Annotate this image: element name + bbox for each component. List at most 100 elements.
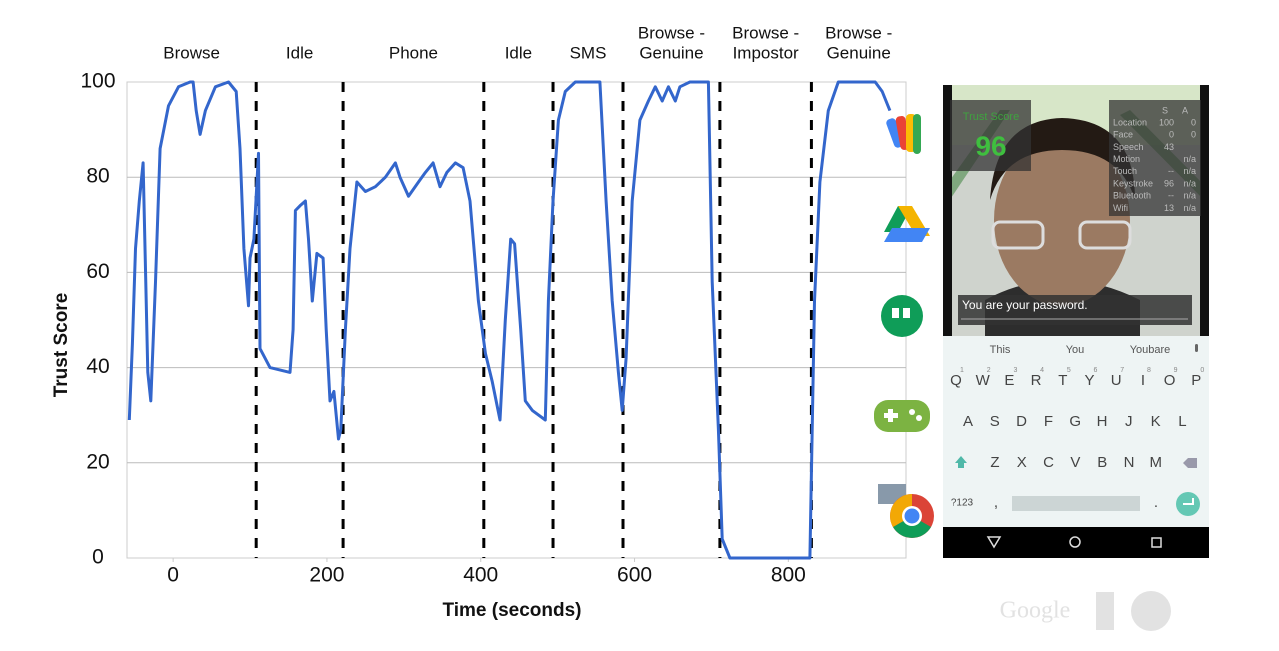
y-tick-label: 80 <box>86 165 109 188</box>
key[interactable]: N <box>1124 454 1135 471</box>
sensor-a: n/a <box>1183 203 1196 213</box>
y-tick-label: 40 <box>86 355 109 378</box>
key[interactable]: B <box>1097 454 1107 471</box>
key[interactable]: G <box>1069 413 1081 430</box>
key[interactable]: M <box>1150 454 1163 471</box>
trust-line <box>127 80 892 560</box>
chart: 0 20 40 60 80 100 0 200 400 600 800 Time (seconds) T… <box>51 23 907 621</box>
key-hint: 7 <box>1120 367 1124 374</box>
sensor-name: Keystroke <box>1113 178 1153 188</box>
keyboard <box>943 336 1209 527</box>
key-hint: 9 <box>1174 367 1178 374</box>
sensor-s: 13 <box>1164 203 1174 213</box>
games-icon <box>874 400 930 432</box>
sensor-a: 0 <box>1191 130 1196 140</box>
logo-o <box>1131 591 1171 631</box>
key[interactable]: R <box>1031 372 1042 389</box>
x-tick-label: 800 <box>771 564 806 587</box>
key[interactable]: P <box>1191 372 1201 389</box>
phase-label: Impostor <box>733 43 799 62</box>
key[interactable]: X <box>1017 454 1027 471</box>
key[interactable]: C <box>1043 454 1054 471</box>
key[interactable]: A <box>963 413 973 430</box>
sensor-overlay <box>1109 100 1201 216</box>
x-tick-label: 0 <box>167 564 179 587</box>
key[interactable]: W <box>976 372 991 389</box>
key[interactable]: K <box>1151 413 1161 430</box>
wallet-icon <box>886 114 921 154</box>
sensor-a: n/a <box>1183 178 1196 188</box>
sensor-a: n/a <box>1183 191 1196 201</box>
key[interactable]: . <box>1154 494 1158 511</box>
key[interactable]: S <box>990 413 1000 430</box>
sensor-s: 96 <box>1164 178 1174 188</box>
key[interactable]: Y <box>1084 372 1094 389</box>
key[interactable]: F <box>1044 413 1053 430</box>
sensor-s: 100 <box>1159 117 1174 127</box>
key[interactable]: Q <box>950 372 962 389</box>
key[interactable]: T <box>1058 372 1067 389</box>
x-tick-label: 600 <box>617 564 652 587</box>
y-tick-label: 20 <box>86 450 109 473</box>
key[interactable]: D <box>1016 413 1027 430</box>
sensor-name: Face <box>1113 130 1133 140</box>
key[interactable]: Z <box>990 454 999 471</box>
phase-label: Genuine <box>639 43 703 62</box>
phase-label: Browse - <box>825 23 892 42</box>
suggestion[interactable]: This <box>990 344 1011 356</box>
logo-text: Google <box>1000 598 1071 624</box>
suggestion[interactable]: Youbare <box>1130 344 1171 356</box>
phase-label: Browse <box>163 43 220 62</box>
key[interactable]: O <box>1164 372 1176 389</box>
sensor-a: 0 <box>1191 117 1196 127</box>
sensor-s: 0 <box>1169 130 1174 140</box>
y-tick-label: 60 <box>86 260 109 283</box>
key[interactable]: ?123 <box>951 498 974 509</box>
key-hint: 6 <box>1094 367 1098 374</box>
logo-i <box>1096 592 1114 630</box>
sensor-name: Location <box>1113 117 1147 127</box>
nav-bar <box>943 527 1209 558</box>
sensor-a: n/a <box>1183 166 1196 176</box>
key[interactable]: E <box>1004 372 1014 389</box>
key-hint: 1 <box>960 367 964 374</box>
input-box <box>958 295 1192 325</box>
y-axis-title: Trust Score <box>51 293 72 398</box>
overlay-header: S <box>1162 105 1168 115</box>
key-hint: 0 <box>1200 367 1204 374</box>
key[interactable]: I <box>1141 372 1145 389</box>
trust-title: Trust Score <box>963 111 1019 123</box>
chrome-icon <box>878 484 934 538</box>
y-tick-label: 100 <box>80 70 115 93</box>
phase-label: Genuine <box>827 43 891 62</box>
key[interactable]: H <box>1097 413 1108 430</box>
sensor-name: Speech <box>1113 142 1144 152</box>
key-hint: 4 <box>1040 367 1044 374</box>
key-hint: 2 <box>987 367 991 374</box>
phase-label: Idle <box>286 43 313 62</box>
drive-icon <box>884 206 930 242</box>
x-tick-label: 200 <box>309 564 344 587</box>
key[interactable]: V <box>1070 454 1080 471</box>
suggestion[interactable]: You <box>1066 344 1085 356</box>
sensor-name: Bluetooth <box>1113 191 1151 201</box>
trust-box <box>950 100 1031 171</box>
phase-label: Idle <box>505 43 532 62</box>
key[interactable]: , <box>994 494 998 511</box>
sensor-name: Motion <box>1113 154 1140 164</box>
sensor-a: n/a <box>1183 154 1196 164</box>
input-text: You are your password. <box>962 298 1088 312</box>
face <box>994 134 1130 306</box>
key-hint: 5 <box>1067 367 1071 374</box>
overlay-header: A <box>1182 105 1188 115</box>
phase-label: Browse - <box>732 23 799 42</box>
key[interactable]: U <box>1111 372 1122 389</box>
phase-label: SMS <box>570 43 607 62</box>
app-icons <box>874 114 934 538</box>
y-tick-label: 0 <box>92 546 104 569</box>
sensor-s: -- <box>1168 191 1174 201</box>
key[interactable]: L <box>1178 413 1186 430</box>
key[interactable]: J <box>1125 413 1133 430</box>
sensor-name: Touch <box>1113 166 1137 176</box>
